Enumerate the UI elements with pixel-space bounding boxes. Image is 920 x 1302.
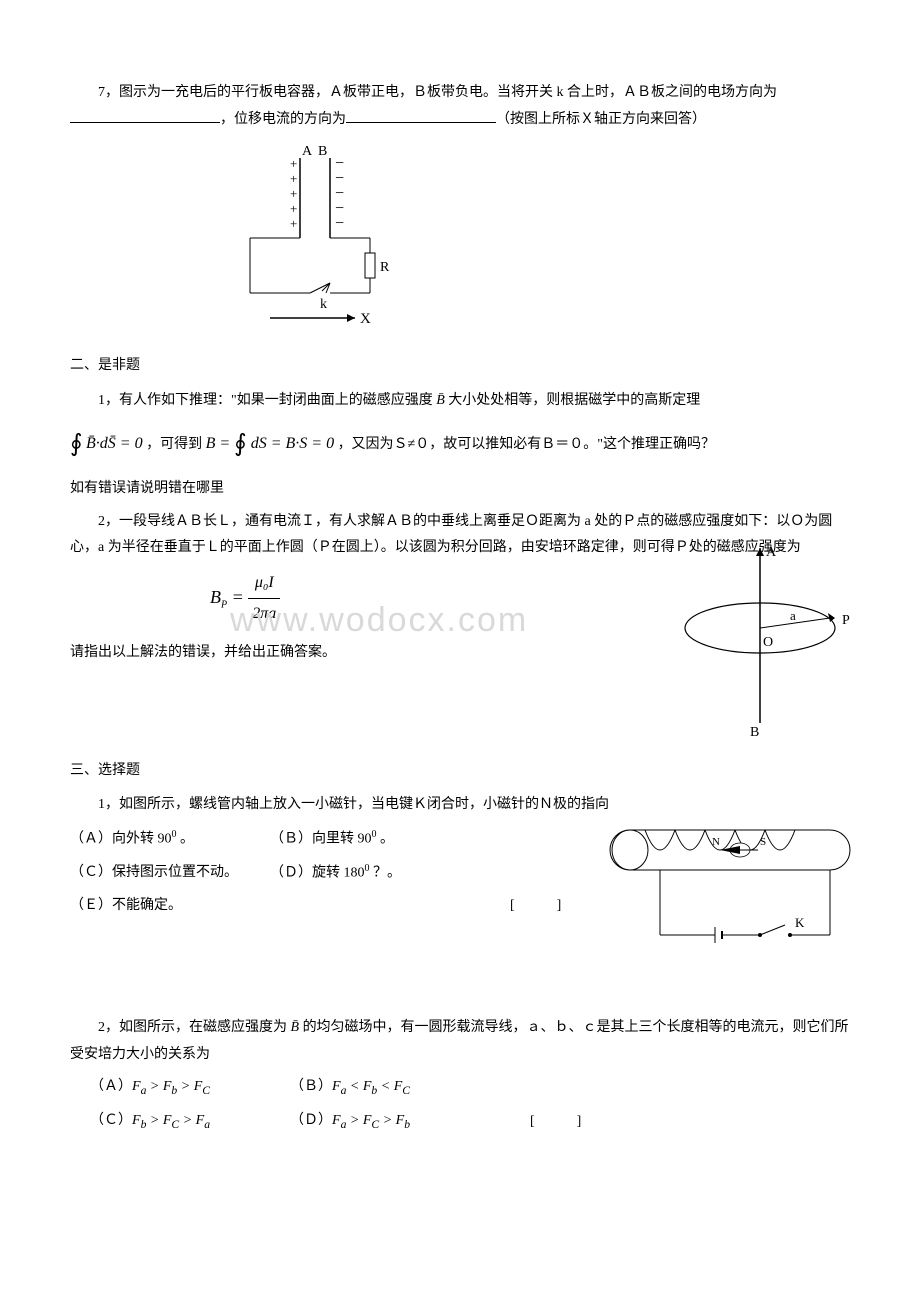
sec2-q2-figure: A B O a P — [650, 538, 870, 738]
q7-text: 7，图示为一充电后的平行板电容器，Ａ板带正电，Ｂ板带负电。当将开关 k 合上时，… — [70, 80, 850, 133]
q2C-pre: （Ｃ） — [90, 1113, 132, 1128]
sec2-q1-c: ，可得到 — [146, 437, 206, 452]
frac-num: μ₀I — [248, 568, 280, 599]
optB-end: 。 — [377, 832, 395, 847]
q7-fig-R: R — [380, 260, 390, 275]
frac-den: 2πa — [248, 599, 280, 629]
q2fig-O: O — [763, 635, 773, 650]
q2-optC: （Ｃ）Fb > FC > Fa — [90, 1108, 290, 1136]
sec2-q2-num: 2， — [98, 514, 119, 529]
q7-fig-B: B — [318, 144, 327, 159]
optE: （Ｅ）不能确定。 — [70, 893, 270, 920]
sec2-q1-line2: ∮ B̄·dS̄ = 0 ，可得到 B = ∮ dS = B·S = 0 ，又因… — [70, 422, 850, 468]
answer-bracket-2: [ ] — [530, 1109, 581, 1136]
optB-txt: （Ｂ）向里转 90 — [270, 832, 372, 847]
sec3-q2-a: 如图所示，在磁感应强度为 — [119, 1020, 291, 1035]
sec2-q1-b: 大小处处相等，则根据磁学中的高斯定理 — [445, 393, 701, 408]
svg-text:+: + — [290, 216, 297, 231]
sec2-q1-intL: B̄·dS̄ = 0 — [86, 435, 143, 452]
B-vector2: B̄ — [291, 1020, 300, 1035]
q2D-f: Fa > FC > Fb — [332, 1113, 410, 1128]
sec2-q1-line1: 1，有人作如下推理："如果一封闭曲面上的磁感应强度 B̄ 大小处处相等，则根据磁… — [70, 388, 850, 415]
q2B-f: Fa < Fb < FC — [332, 1079, 410, 1094]
q7-text-b: ，位移电流的方向为 — [220, 112, 346, 127]
q2fig-B: B — [750, 725, 759, 738]
optD-end: ？。 — [370, 866, 402, 881]
sec2-title: 二、是非题 — [70, 353, 850, 380]
sec3-title: 三、选择题 — [70, 758, 850, 785]
q2C-f: Fb > FC > Fa — [132, 1113, 210, 1128]
q2A-f: Fa > Fb > FC — [132, 1079, 210, 1094]
q7-num: 7， — [98, 85, 119, 100]
sec2-q1-intR2: dS = B·S = 0 — [247, 435, 334, 452]
q2fig-P: P — [842, 613, 850, 628]
sec3-q2-num: 2， — [98, 1020, 119, 1035]
sec2-q1-num: 1， — [98, 393, 119, 408]
integral-icon: ∮ — [70, 431, 83, 457]
q7-blank2 — [346, 107, 496, 123]
q2D-pre: （Ｄ） — [290, 1113, 332, 1128]
sec2-q1-d: ，又因为Ｓ≠０，故可以推知必有Ｂ＝０。"这个推理正确吗？ — [338, 437, 715, 452]
sec3-q2-text: 2，如图所示，在磁感应强度为 B̄ 的均匀磁场中，有一圆形载流导线，ａ、ｂ、ｃ是… — [70, 1015, 850, 1068]
q2-optD: （Ｄ）Fa > FC > Fb — [290, 1108, 490, 1136]
q2-optA: （Ａ）Fa > Fb > FC — [90, 1074, 290, 1102]
q7-text-c: （按图上所标Ｘ轴正方向来回答） — [496, 112, 706, 127]
B-vector: B̄ — [436, 393, 445, 408]
optA-end: 。 — [177, 832, 195, 847]
integral2-icon: ∮ — [234, 431, 247, 457]
q2fig-a: a — [790, 608, 796, 623]
optD-txt: （Ｄ）旋转 180 — [270, 866, 365, 881]
q7-blank1 — [70, 107, 220, 123]
q2B-pre: （Ｂ） — [290, 1079, 332, 1094]
q2fig-A: A — [766, 545, 777, 560]
sec3-q1-body: 如图所示，螺线管内轴上放入一小磁针，当电键Ｋ闭合时，小磁针的Ｎ极的指向 — [119, 797, 609, 812]
svg-text:−: − — [335, 215, 344, 232]
q7-text-a: 图示为一充电后的平行板电容器，Ａ板带正电，Ｂ板带负电。当将开关 k 合上时，ＡＢ… — [119, 85, 777, 100]
optA: （Ａ）向外转 900 。 — [70, 825, 270, 853]
optA-txt: （Ａ）向外转 90 — [70, 832, 172, 847]
svg-text:+: + — [290, 186, 297, 201]
q7-figure: + + + + + A − − − − − B k R X — [230, 143, 850, 333]
svg-text:+: + — [290, 156, 297, 171]
optD: （Ｄ）旋转 1800 ？。 — [270, 859, 470, 887]
solenoid-figure: N S K — [600, 815, 880, 965]
fig-N: N — [712, 836, 720, 848]
sec2-q1-e: 如有错误请说明错在哪里 — [70, 476, 850, 503]
optB: （Ｂ）向里转 900 。 — [270, 825, 470, 853]
fraction: μ₀I 2πa — [248, 568, 280, 630]
fig-K: K — [795, 915, 805, 930]
svg-text:+: + — [290, 171, 297, 186]
sec2-q1-intR: B = — [206, 435, 235, 452]
q2-optB: （Ｂ）Fa < Fb < FC — [290, 1074, 490, 1102]
q2A-pre: （Ａ） — [90, 1079, 132, 1094]
capacitor-svg-icon: + + + + + A − − − − − B k R X — [230, 143, 430, 333]
sec3-q1-num: 1， — [98, 797, 119, 812]
fig-S: S — [760, 836, 766, 848]
svg-text:+: + — [290, 201, 297, 216]
Bp-left: BP = — [210, 587, 248, 607]
sec2-q1-a: 有人作如下推理："如果一封闭曲面上的磁感应强度 — [119, 393, 436, 408]
answer-bracket-1: [ ] — [510, 893, 561, 920]
q7-fig-A: A — [302, 144, 313, 159]
q7-fig-X: X — [360, 311, 371, 327]
q7-fig-k: k — [320, 297, 327, 312]
optC: （Ｃ）保持图示位置不动。 — [70, 860, 270, 887]
